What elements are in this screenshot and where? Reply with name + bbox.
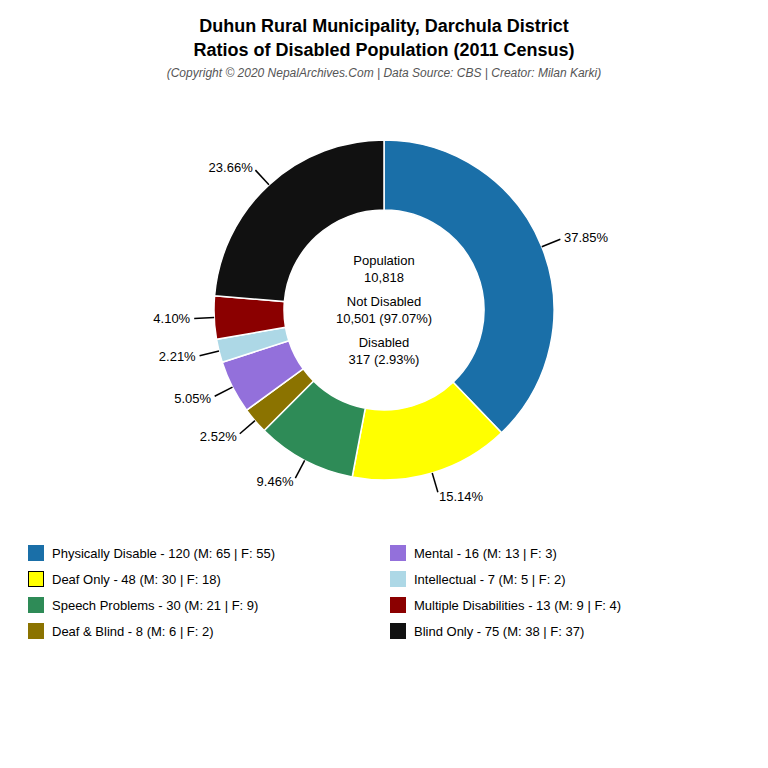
html-text:Speech Problems - 30 (M: 21 |: Speech Problems - 30 (M: 21 | F: 9) — [52, 597, 259, 613]
html-text:Mental - 16 (M: 13 | F: 3): Mental - 16 (M: 13 | F: 3) — [414, 545, 557, 561]
svg-text:5.05%: 5.05% — [174, 391, 211, 406]
html-text:Intellectual - 7 (M: 5 | F: 2): Intellectual - 7 (M: 5 | F: 2) — [414, 571, 566, 587]
html-text:Deaf & Blind - 8 (M: 6 | F: 2): Deaf & Blind - 8 (M: 6 | F: 2) — [52, 623, 214, 639]
html-text:Duhun Rural Municipality, Darc: Duhun Rural Municipality, Darchula Distr… — [199, 16, 569, 36]
svg-text:2.21%: 2.21% — [159, 349, 196, 364]
svg-text:2.52%: 2.52% — [200, 429, 237, 444]
html-text:Multiple Disabilities - 13 (M:: Multiple Disabilities - 13 (M: 9 | F: 4) — [414, 597, 622, 613]
html-text:Not Disabled: Not Disabled — [346, 294, 422, 309]
html-text:Population: Population — [353, 253, 415, 268]
html-text:317 (2.93%): 317 (2.93%) — [348, 352, 420, 367]
svg-text:15.14%: 15.14% — [439, 489, 484, 504]
html-text:Ratios of Disabled Population: Ratios of Disabled Population (2011 Cens… — [193, 40, 575, 60]
html-text:10,501 (97.07%): 10,501 (97.07%) — [335, 311, 433, 326]
svg-text:4.10%: 4.10% — [153, 311, 190, 326]
html-text:10,818: 10,818 — [364, 270, 404, 285]
html-text:Blind Only - 75 (M: 38 | F: 37: Blind Only - 75 (M: 38 | F: 37) — [414, 623, 585, 639]
svg-text:23.66%: 23.66% — [209, 160, 254, 175]
svg-text:37.85%: 37.85% — [564, 230, 609, 245]
html-text:(Copyright © 2020 NepalArchive: (Copyright © 2020 NepalArchives.Com | Da… — [166, 66, 602, 80]
svg-text:9.46%: 9.46% — [257, 474, 294, 489]
html-text:Disabled: Disabled — [358, 335, 410, 350]
html-text:Physically Disable - 120 (M: 6: Physically Disable - 120 (M: 65 | F: 55) — [52, 545, 275, 561]
html-text:Deaf Only - 48 (M: 30 | F: 18): Deaf Only - 48 (M: 30 | F: 18) — [52, 571, 221, 587]
